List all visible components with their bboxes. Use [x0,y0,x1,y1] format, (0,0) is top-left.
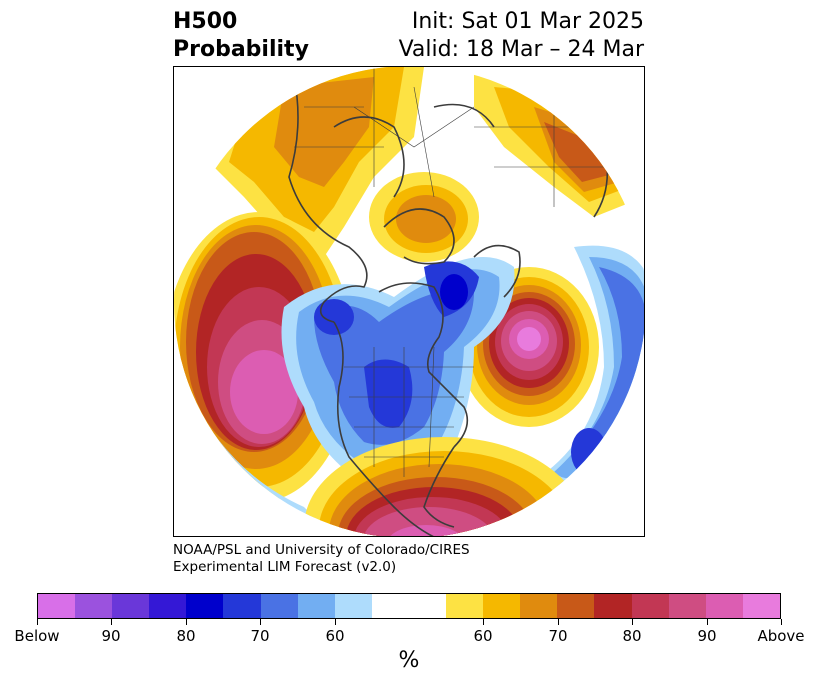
colorbar-segment-below-2 [112,594,150,618]
colorbar [37,593,781,619]
colorbar-segment-below-0 [38,594,76,618]
colorbar-tick-label: Below [14,627,60,645]
colorbar-tick-mark [707,619,708,625]
colorbar-segment-above-1 [483,594,521,618]
colorbar-tick-mark [111,619,112,625]
probability-map [174,67,644,536]
colorbar-segment-below-7 [297,594,335,618]
colorbar-tick-label: Above [757,627,805,645]
colorbar-tick-label: 80 [176,627,196,645]
colorbar-segment-below-4 [186,594,224,618]
colorbar-tick-mark [186,619,187,625]
colorbar-tick-mark [37,619,38,625]
colorbar-segment-above-4 [594,594,632,618]
warm-anomaly-pacific [174,212,354,502]
title-left: H500 Probability [173,8,309,64]
colorbar-tick-mark [483,619,484,625]
colorbar-tick-label: 70 [548,627,568,645]
warm-anomaly-asia [369,172,479,262]
title-right: Init: Sat 01 Mar 2025 Valid: 18 Mar – 24… [399,8,644,64]
colorbar-tick-label: 60 [325,627,345,645]
colorbar-segment-below-8 [334,594,372,618]
colorbar-tick-mark [558,619,559,625]
title-variable: H500 [173,9,238,34]
coastlines-icon [288,76,609,536]
colorbar-segment-above-7 [705,594,743,618]
colorbar-segment-below-1 [75,594,113,618]
colorbar-segment-above-6 [668,594,706,618]
colorbar-segment-above-0 [446,594,484,618]
cool-anomaly-north-america [281,257,515,479]
credit-line2: Experimental LIM Forecast (v2.0) [173,559,397,575]
colorbar-segment-neutral [371,594,447,618]
colorbar-segment-below-3 [149,594,187,618]
colorbar-segment-above-8 [742,594,780,618]
colorbar-tick-mark [335,619,336,625]
colorbar-segment-below-6 [260,594,298,618]
valid-range: Valid: 18 Mar – 24 Mar [398,37,644,62]
init-date: Init: Sat 01 Mar 2025 [411,9,644,34]
credit-line1: NOAA/PSL and University of Colorado/CIRE… [173,542,470,558]
warm-anomaly-subtropics [304,437,584,536]
probability-field [174,67,644,536]
colorbar-tick-label: 90 [697,627,717,645]
map-frame [173,66,645,537]
colorbar-tick-mark [781,619,782,625]
colorbar-segment-above-5 [631,594,669,618]
credit: NOAA/PSL and University of Colorado/CIRE… [173,542,470,576]
colorbar-segment-above-3 [557,594,595,618]
colorbar-tick-mark [632,619,633,625]
title-quantity: Probability [173,37,309,62]
colorbar-segment-above-2 [520,594,558,618]
colorbar-segment-below-5 [223,594,261,618]
colorbar-tick-label: 60 [473,627,493,645]
warm-anomaly-atlantic [459,267,599,427]
colorbar-unit: % [398,648,420,673]
colorbar-tick-label: 70 [250,627,270,645]
colorbar-tick-mark [260,619,261,625]
colorbar-tick-label: 80 [622,627,642,645]
colorbar-tick-label: 90 [101,627,121,645]
